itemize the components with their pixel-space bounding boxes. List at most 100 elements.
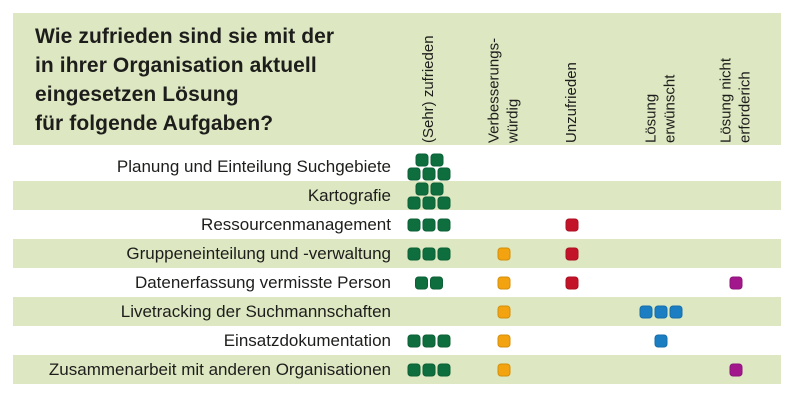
marker-cell	[407, 363, 451, 376]
response-dot-icon	[430, 276, 443, 289]
response-dot-icon	[497, 334, 511, 347]
table-row: Kartografie	[13, 181, 781, 210]
marker-cluster-line	[729, 276, 743, 289]
response-dot-icon	[654, 305, 668, 318]
response-dot-icon	[415, 153, 428, 166]
response-dot-icon	[565, 247, 579, 260]
table-row: Livetracking der Suchmannschaften	[13, 297, 781, 326]
response-dot-icon	[497, 363, 511, 376]
marker-cell	[729, 363, 743, 376]
marker-cell	[407, 153, 451, 180]
chart-title-line: in ihrer Organisation aktuell	[35, 54, 317, 77]
column-header-4: Lösung erwünscht	[642, 74, 679, 143]
response-dot-icon	[437, 363, 451, 376]
response-dot-icon	[407, 334, 421, 347]
table-row: Datenerfassung vermisste Person	[13, 268, 781, 297]
column-header-1: (Sehr) zufrieden	[419, 35, 437, 143]
response-dot-icon	[497, 276, 511, 289]
response-dot-icon	[422, 196, 436, 209]
marker-cell	[407, 218, 451, 231]
marker-cell	[639, 305, 683, 318]
marker-cluster-line	[565, 247, 579, 260]
marker-cluster-line	[729, 363, 743, 376]
chart-title-line: eingesetzen Lösung	[35, 83, 239, 106]
marker-cluster-line	[654, 334, 668, 347]
response-dot-icon	[430, 153, 443, 166]
response-dot-icon	[654, 334, 668, 347]
table-row: Ressourcenmanagement	[13, 210, 781, 239]
chart-header-band: Wie zufrieden sind sie mit der in ihrer …	[13, 13, 781, 145]
marker-cell	[497, 247, 511, 260]
chart-title-line: Wie zufrieden sind sie mit der	[35, 25, 335, 48]
response-dot-icon	[407, 167, 421, 180]
response-dot-icon	[407, 363, 421, 376]
marker-cell	[407, 334, 451, 347]
chart-title: Wie zufrieden sind sie mit der in ihrer …	[35, 22, 334, 138]
row-label: Planung und Einteilung Suchgebiete	[116, 157, 391, 176]
table-row: Planung und Einteilung Suchgebiete	[13, 152, 781, 181]
marker-cluster-line	[407, 218, 451, 231]
marker-cluster-line	[415, 276, 443, 289]
marker-cell	[654, 334, 668, 347]
response-dot-icon	[422, 167, 436, 180]
marker-cell	[497, 363, 511, 376]
marker-cell	[565, 276, 579, 289]
response-dot-icon	[437, 247, 451, 260]
marker-cluster-line	[407, 247, 451, 260]
row-label: Zusammenarbeit mit anderen Organisatione…	[48, 360, 391, 379]
response-dot-icon	[639, 305, 653, 318]
marker-cluster-line	[407, 363, 451, 376]
marker-cluster-line	[415, 182, 443, 195]
response-dot-icon	[407, 218, 421, 231]
response-dot-icon	[407, 196, 421, 209]
marker-cluster-line	[497, 334, 511, 347]
row-label: Ressourcenmanagement	[201, 215, 391, 234]
marker-cluster-line	[497, 276, 511, 289]
response-dot-icon	[422, 247, 436, 260]
marker-cell	[497, 334, 511, 347]
chart-rows: Planung und Einteilung Suchgebiete Kartog…	[13, 152, 781, 384]
response-dot-icon	[669, 305, 683, 318]
response-dot-icon	[565, 276, 579, 289]
response-dot-icon	[497, 247, 511, 260]
marker-cell	[415, 276, 443, 289]
response-dot-icon	[422, 334, 436, 347]
response-dot-icon	[437, 167, 451, 180]
column-header-2: Verbesserungs- würdig	[485, 37, 522, 143]
marker-cluster-line	[407, 334, 451, 347]
marker-cluster-line	[639, 305, 683, 318]
response-dot-icon	[729, 276, 743, 289]
response-dot-icon	[415, 182, 428, 195]
response-dot-icon	[422, 363, 436, 376]
marker-cluster-line	[415, 153, 443, 166]
response-dot-icon	[422, 218, 436, 231]
table-row: Gruppeneinteilung und -verwaltung	[13, 239, 781, 268]
marker-cluster-line	[407, 196, 451, 209]
response-dot-icon	[415, 276, 428, 289]
row-label: Einsatzdokumentation	[223, 331, 391, 350]
marker-cluster-line	[565, 276, 579, 289]
marker-cluster-line	[497, 305, 511, 318]
table-row: Zusammenarbeit mit anderen Organisatione…	[13, 355, 781, 384]
row-label: Kartografie	[307, 186, 391, 205]
chart-title-line: für folgende Aufgaben?	[35, 112, 274, 135]
marker-cell	[497, 305, 511, 318]
table-row: Einsatzdokumentation	[13, 326, 781, 355]
marker-cluster-line	[497, 363, 511, 376]
marker-cluster-line	[565, 218, 579, 231]
response-dot-icon	[565, 218, 579, 231]
marker-cluster-line	[407, 167, 451, 180]
marker-cell	[407, 247, 451, 260]
column-header-3: Unzufrieden	[562, 62, 580, 143]
marker-cell	[497, 276, 511, 289]
marker-cell	[565, 247, 579, 260]
column-header-5: Lösung nicht erforderich	[717, 57, 754, 143]
response-dot-icon	[437, 218, 451, 231]
marker-cell	[729, 276, 743, 289]
response-dot-icon	[407, 247, 421, 260]
marker-cluster-line	[497, 247, 511, 260]
row-label: Datenerfassung vermisste Person	[134, 273, 391, 292]
row-label: Gruppeneinteilung und -verwaltung	[126, 244, 391, 263]
response-dot-icon	[497, 305, 511, 318]
